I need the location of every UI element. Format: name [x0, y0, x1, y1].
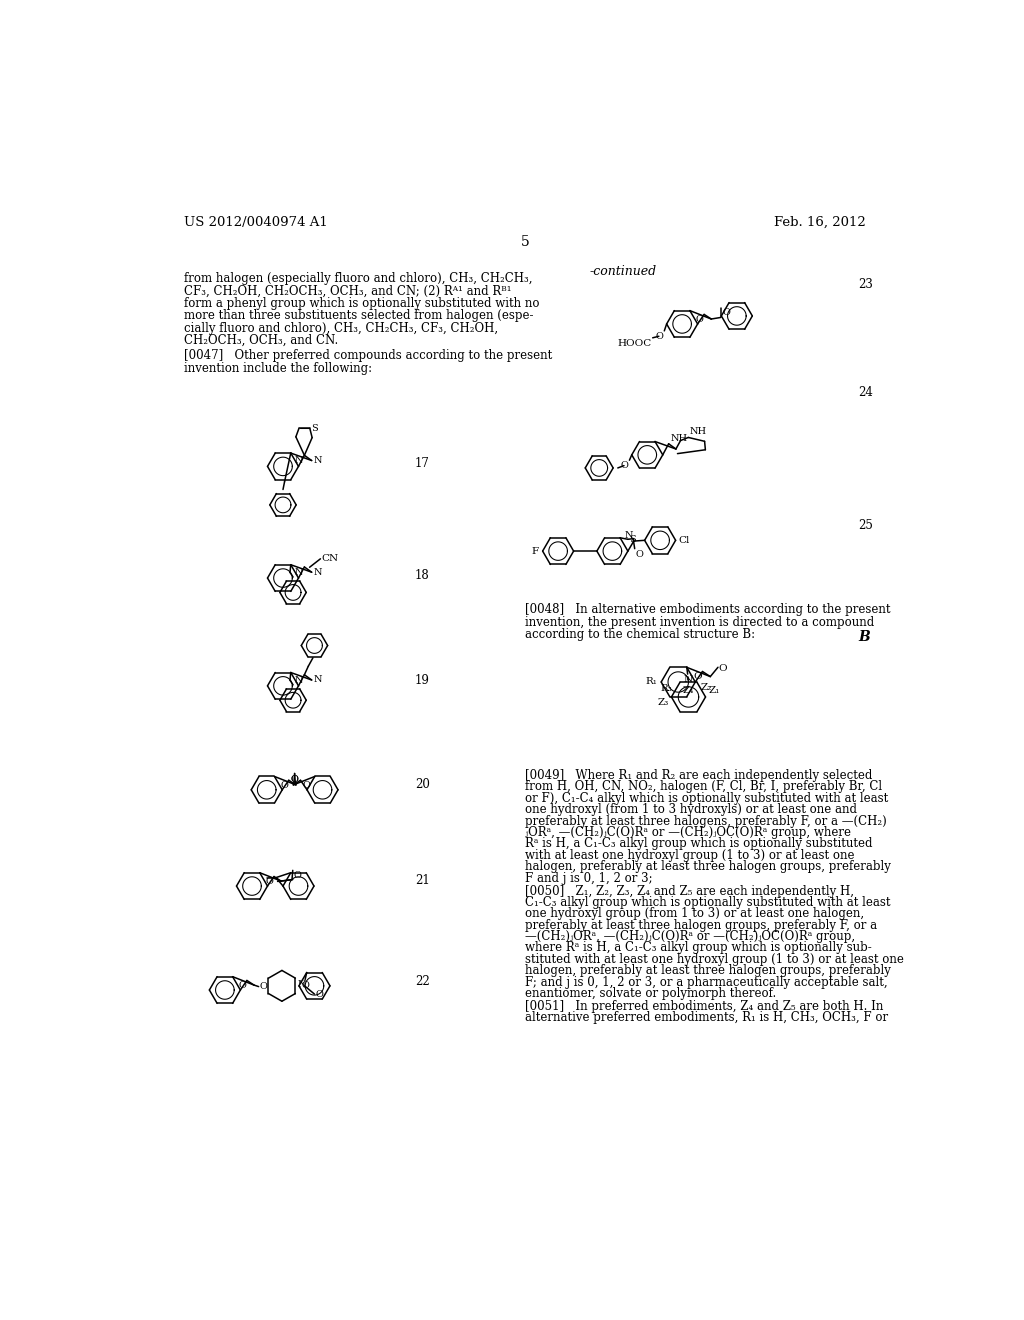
Text: N: N: [313, 568, 322, 577]
Text: O: O: [695, 315, 703, 325]
Text: Z₄: Z₄: [683, 686, 694, 696]
Text: invention, the present invention is directed to a compound: invention, the present invention is dire…: [524, 615, 874, 628]
Text: halogen, preferably at least three halogen groups, preferably: halogen, preferably at least three halog…: [524, 861, 891, 873]
Text: NH: NH: [670, 434, 687, 444]
Text: 18: 18: [415, 569, 429, 582]
Text: where Rᵃ is H, a C₁-C₃ alkyl group which is optionally sub-: where Rᵃ is H, a C₁-C₃ alkyl group which…: [524, 941, 871, 954]
Text: O: O: [719, 664, 727, 673]
Text: F: F: [531, 546, 539, 556]
Text: CN: CN: [322, 554, 338, 564]
Text: Cl: Cl: [678, 536, 689, 545]
Text: B: B: [858, 630, 869, 644]
Text: preferably at least three halogens, preferably F, or a —(CH₂): preferably at least three halogens, pref…: [524, 814, 887, 828]
Text: O: O: [693, 672, 701, 681]
Text: N: N: [294, 676, 303, 685]
Text: F; and j is 0, 1, 2 or 3, or a pharmaceutically acceptable salt,: F; and j is 0, 1, 2 or 3, or a pharmaceu…: [524, 975, 888, 989]
Text: preferably at least three halogen groups, preferably F, or a: preferably at least three halogen groups…: [524, 919, 877, 932]
Text: O: O: [636, 550, 643, 560]
Text: enantiomer, solvate or polymorph thereof.: enantiomer, solvate or polymorph thereof…: [524, 987, 776, 1001]
Text: alternative preferred embodiments, R₁ is H, CH₃, OCH₃, F or: alternative preferred embodiments, R₁ is…: [524, 1011, 888, 1024]
Text: [0049]   Where R₁ and R₂ are each independently selected: [0049] Where R₁ and R₂ are each independ…: [524, 770, 872, 781]
Text: C₁-C₃ alkyl group which is optionally substituted with at least: C₁-C₃ alkyl group which is optionally su…: [524, 896, 890, 909]
Text: with at least one hydroxyl group (1 to 3) or at least one: with at least one hydroxyl group (1 to 3…: [524, 849, 854, 862]
Text: N: N: [625, 532, 633, 540]
Text: R₃: R₃: [660, 684, 672, 693]
Text: CF₃, CH₂OH, CH₂OCH₃, OCH₃, and CN; (2) Rᴬ¹ and Rᴮ¹: CF₃, CH₂OH, CH₂OCH₃, OCH₃, and CN; (2) R…: [183, 285, 511, 298]
Text: F and j is 0, 1, 2 or 3;: F and j is 0, 1, 2 or 3;: [524, 871, 652, 884]
Text: Z₁: Z₁: [709, 685, 720, 694]
Text: N: N: [297, 979, 306, 989]
Text: 19: 19: [415, 675, 430, 688]
Text: N: N: [684, 675, 693, 684]
Text: 23: 23: [858, 277, 872, 290]
Text: 24: 24: [858, 385, 872, 399]
Text: O: O: [281, 781, 288, 791]
Text: 22: 22: [415, 974, 429, 987]
Text: 17: 17: [415, 457, 430, 470]
Text: according to the chemical structure B:: according to the chemical structure B:: [524, 628, 755, 642]
Text: CH₂OCH₃, OCH₃, and CN.: CH₂OCH₃, OCH₃, and CN.: [183, 334, 338, 347]
Text: Z₂: Z₂: [700, 682, 712, 692]
Text: HOOC: HOOC: [617, 339, 652, 348]
Text: form a phenyl group which is optionally substituted with no: form a phenyl group which is optionally …: [183, 297, 540, 310]
Text: N: N: [294, 457, 303, 465]
Text: Rᵃ is H, a C₁-C₃ alkyl group which is optionally substituted: Rᵃ is H, a C₁-C₃ alkyl group which is op…: [524, 837, 872, 850]
Text: O: O: [302, 781, 310, 791]
Text: halogen, preferably at least three halogen groups, preferably: halogen, preferably at least three halog…: [524, 965, 891, 977]
Text: O: O: [722, 309, 730, 317]
Text: from H, OH, CN, NO₂, halogen (F, Cl, Br, I, preferably Br, Cl: from H, OH, CN, NO₂, halogen (F, Cl, Br,…: [524, 780, 882, 793]
Text: 25: 25: [858, 519, 872, 532]
Text: O: O: [259, 982, 267, 991]
Text: O: O: [291, 775, 299, 784]
Text: -continued: -continued: [589, 264, 656, 277]
Text: invention include the following:: invention include the following:: [183, 362, 372, 375]
Text: O: O: [655, 333, 664, 342]
Text: stituted with at least one hydroxyl group (1 to 3) or at least one: stituted with at least one hydroxyl grou…: [524, 953, 903, 966]
Text: ⱼORᵃ, —(CH₂)ⱼC(O)Rᵃ or —(CH₂)ⱼOC(O)Rᵃ group, where: ⱼORᵃ, —(CH₂)ⱼC(O)Rᵃ or —(CH₂)ⱼOC(O)Rᵃ gr…: [524, 826, 851, 840]
Text: [0048]   In alternative embodiments according to the present: [0048] In alternative embodiments accord…: [524, 603, 890, 616]
Text: O: O: [621, 461, 629, 470]
Text: O: O: [239, 981, 246, 990]
Text: O: O: [315, 990, 324, 998]
Text: O: O: [265, 878, 273, 886]
Text: S: S: [630, 535, 636, 544]
Text: O: O: [294, 871, 301, 880]
Text: 21: 21: [415, 874, 429, 887]
Text: 20: 20: [415, 779, 430, 791]
Text: R₁: R₁: [645, 677, 657, 686]
Text: cially fluoro and chloro), CH₃, CH₂CH₃, CF₃, CH₂OH,: cially fluoro and chloro), CH₃, CH₂CH₃, …: [183, 322, 498, 335]
Text: —(CH₂)ⱼORᵃ, —(CH₂)ⱼC(O)Rᵃ or —(CH₂)ⱼOC(O)Rᵃ group,: —(CH₂)ⱼORᵃ, —(CH₂)ⱼC(O)Rᵃ or —(CH₂)ⱼOC(O…: [524, 931, 855, 942]
Text: N: N: [313, 676, 322, 685]
Text: [0050]   Z₁, Z₂, Z₃, Z₄ and Z₅ are each independently H,: [0050] Z₁, Z₂, Z₃, Z₄ and Z₅ are each in…: [524, 884, 854, 898]
Text: one hydroxyl (from 1 to 3 hydroxyls) or at least one and: one hydroxyl (from 1 to 3 hydroxyls) or …: [524, 803, 857, 816]
Text: [0051]   In preferred embodiments, Z₄ and Z₅ are both H. In: [0051] In preferred embodiments, Z₄ and …: [524, 1001, 883, 1012]
Text: Z₃: Z₃: [657, 697, 669, 706]
Text: more than three substituents selected from halogen (espe-: more than three substituents selected fr…: [183, 309, 534, 322]
Text: [0047]   Other preferred compounds according to the present: [0047] Other preferred compounds accordi…: [183, 350, 552, 363]
Text: one hydroxyl group (from 1 to 3) or at least one halogen,: one hydroxyl group (from 1 to 3) or at l…: [524, 907, 864, 920]
Text: N: N: [313, 455, 322, 465]
Text: O: O: [301, 981, 309, 990]
Text: Feb. 16, 2012: Feb. 16, 2012: [774, 216, 866, 230]
Text: from halogen (especially fluoro and chloro), CH₃, CH₂CH₃,: from halogen (especially fluoro and chlo…: [183, 272, 532, 285]
Text: US 2012/0040974 A1: US 2012/0040974 A1: [183, 216, 328, 230]
Text: NH: NH: [690, 426, 707, 436]
Text: N: N: [294, 568, 303, 577]
Text: O: O: [291, 775, 299, 784]
Text: S: S: [311, 424, 318, 433]
Text: 5: 5: [520, 235, 529, 249]
Text: or F), C₁-C₄ alkyl which is optionally substituted with at least: or F), C₁-C₄ alkyl which is optionally s…: [524, 792, 888, 805]
